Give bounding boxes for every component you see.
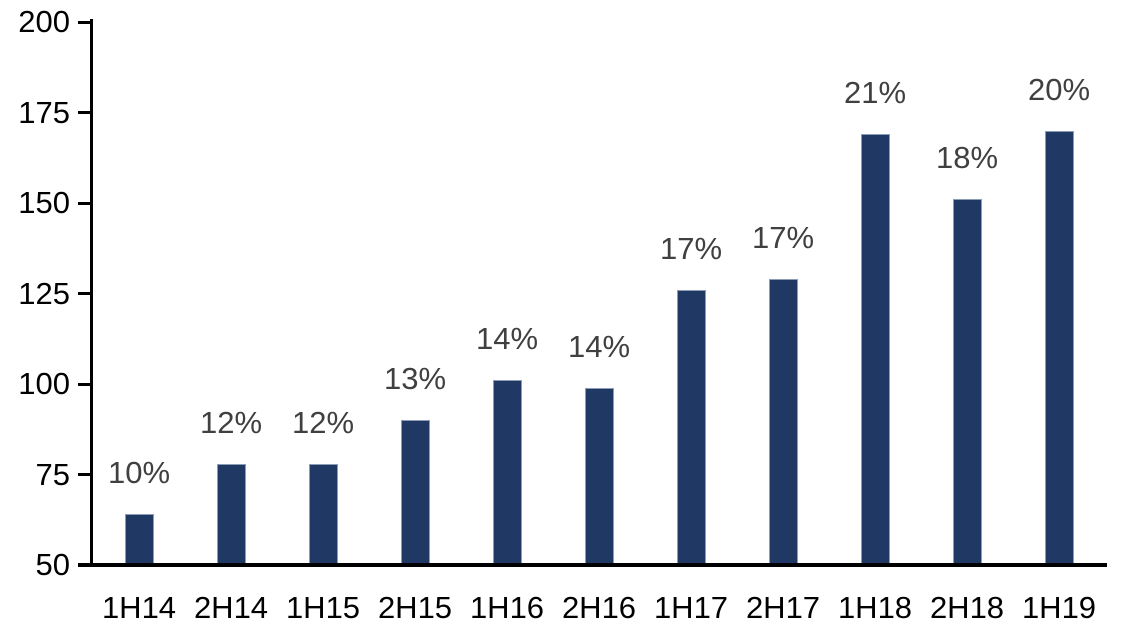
bar-1H15 [308,463,338,563]
x-category-label: 2H14 [193,590,269,625]
bar-value-label: 17% [751,220,815,256]
bar-1H17 [676,289,706,563]
bar-value-label: 20% [1027,71,1091,107]
x-category-label: 2H15 [377,590,453,625]
x-category-label: 1H19 [1021,590,1097,625]
y-tick-mark [78,201,90,205]
y-tick-mark [78,382,90,386]
x-category-label: 1H17 [653,590,729,625]
bar-value-label: 21% [843,75,907,111]
bar-value-label: 17% [659,230,723,266]
x-category-label: 1H16 [469,590,545,625]
y-tick-label: 50 [35,547,70,582]
y-tick-mark [78,111,90,114]
x-category-label: 1H15 [285,590,361,625]
y-tick-label: 100 [18,366,70,401]
y-tick-label: 175 [18,94,70,130]
bar-value-label: 18% [935,140,999,176]
bar-2H18 [952,199,982,563]
bar-value-label: 14% [475,321,539,357]
y-tick-mark [78,473,90,476]
y-tick-mark [78,20,90,24]
x-category-label: 1H14 [101,590,177,625]
y-axis-line [90,19,93,567]
bar-value-label: 10% [107,455,171,491]
bar-2H17 [768,279,798,563]
y-tick-mark [78,292,90,295]
x-category-label: 2H16 [561,590,637,625]
y-tick-label: 200 [18,4,70,39]
x-category-label: 1H18 [837,590,913,625]
bar-value-label: 12% [199,404,263,440]
x-axis-line [78,563,1107,567]
x-category-label: 2H17 [745,590,821,625]
bar-2H14 [216,463,246,563]
bar-1H14 [124,514,154,563]
x-category-label: 2H18 [929,590,1005,625]
bar-value-label: 13% [383,361,447,397]
bar-1H18 [860,134,890,563]
bar-value-label: 12% [291,404,355,440]
y-tick-label: 125 [18,275,70,311]
bar-value-label: 14% [567,328,631,364]
bar-2H15 [400,420,430,563]
bar-1H16 [492,380,522,563]
bar-1H19 [1044,130,1074,563]
y-tick-label: 75 [35,456,70,492]
bar-2H16 [584,387,614,563]
y-tick-label: 150 [18,185,70,220]
y-tick-mark [78,563,90,567]
